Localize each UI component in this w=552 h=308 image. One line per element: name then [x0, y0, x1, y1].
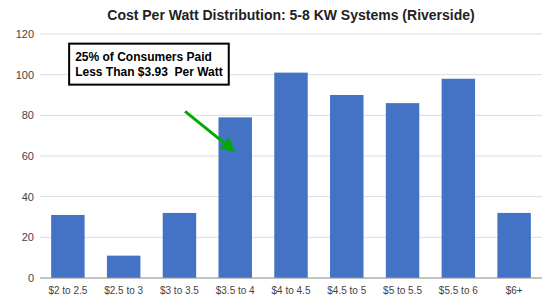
- y-tick-label: 20: [22, 231, 34, 243]
- bar: [497, 213, 530, 278]
- annotation: 25% of Consumers PaidLess Than $3.93 Per…: [75, 50, 223, 79]
- y-tick-label: 120: [16, 28, 34, 40]
- annotation-group: 25% of Consumers PaidLess Than $3.93 Per…: [69, 44, 229, 85]
- bar: [386, 103, 419, 278]
- x-tick-label: $3 to 3.5: [160, 285, 199, 296]
- grid-line: [40, 278, 542, 279]
- chart-svg: Cost Per Watt Distribution: 5-8 KW Syste…: [0, 0, 552, 308]
- bar: [330, 95, 363, 278]
- annotation-line: Less Than $3.93 Per Watt: [75, 65, 223, 79]
- bar: [442, 79, 475, 278]
- grid-line: [40, 34, 542, 35]
- x-tick-label: $4 to 4.5: [272, 285, 311, 296]
- y-tick-label: 80: [22, 109, 34, 121]
- annotation-box: [69, 44, 229, 85]
- arrow-head: [220, 138, 235, 152]
- annotation-line: 25% of Consumers Paid: [75, 50, 212, 64]
- bar: [274, 73, 307, 278]
- y-tick-label: 40: [22, 191, 34, 203]
- bar: [107, 256, 140, 278]
- bar: [163, 213, 196, 278]
- y-tick-label: 60: [22, 150, 34, 162]
- x-tick-label: $2 to 2.5: [48, 285, 87, 296]
- grid: [40, 34, 542, 278]
- x-tick-label: $3.5 to 4: [216, 285, 255, 296]
- x-tick-label: $2.5 to 3: [104, 285, 143, 296]
- title: Cost Per Watt Distribution: 5-8 KW Syste…: [107, 7, 474, 23]
- x-axis-line: [40, 278, 542, 279]
- bar: [51, 215, 84, 278]
- x-tick-label: $6+: [506, 285, 523, 296]
- arrow: [185, 111, 235, 152]
- x-tick-label: $5.5 to 6: [439, 285, 478, 296]
- x-tick-label: $4.5 to 5: [327, 285, 366, 296]
- chart-container: Cost Per Watt Distribution: 5-8 KW Syste…: [0, 0, 552, 308]
- y-tick-label: 0: [28, 272, 34, 284]
- bars: [51, 73, 531, 278]
- x-tick-label: $5 to 5.5: [383, 285, 422, 296]
- arrow-shaft: [185, 111, 224, 143]
- y-tick-label: 100: [16, 69, 34, 81]
